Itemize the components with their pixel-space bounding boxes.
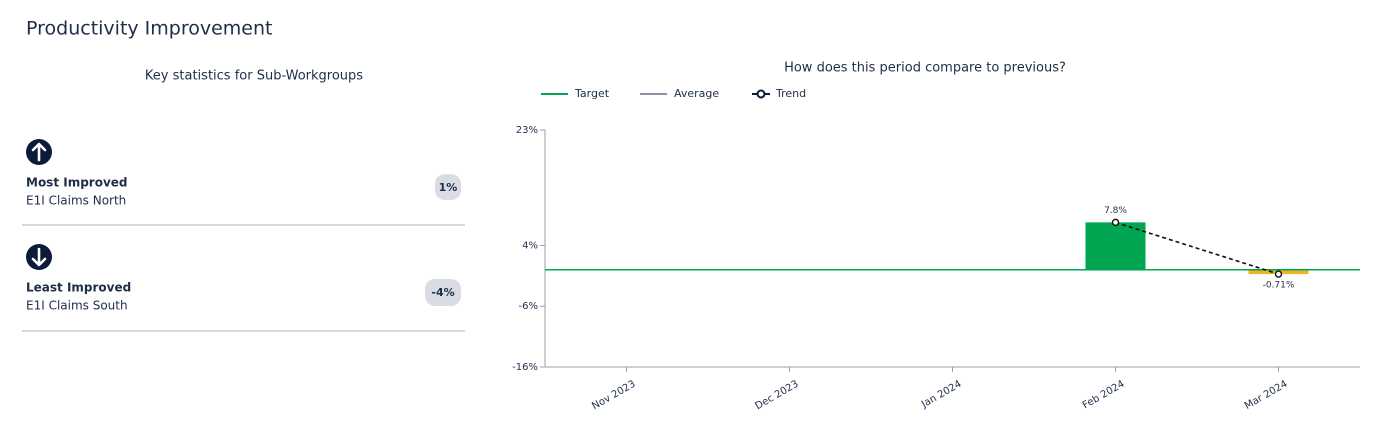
trend-point xyxy=(1274,270,1283,278)
x-tick-label: Dec 2023 xyxy=(753,379,800,413)
stat-badge xyxy=(435,174,461,200)
page-title: Productivity Improvement xyxy=(26,18,273,40)
stat-label: Most Improved xyxy=(26,176,128,190)
stat-value: 1% xyxy=(439,181,458,194)
legend-label: Average xyxy=(674,87,719,100)
y-tick-label: 4% xyxy=(522,240,538,251)
stat-name: E1I Claims South xyxy=(26,299,128,313)
y-tick-label: 23% xyxy=(516,125,538,136)
up-icon xyxy=(26,139,52,165)
stat-label: Least Improved xyxy=(26,281,131,295)
down-icon xyxy=(26,244,52,270)
stat-name: E1I Claims North xyxy=(26,194,126,208)
y-tick-label: -16% xyxy=(512,362,538,373)
stats-title: Key statistics for Sub-Workgroups xyxy=(145,69,363,84)
legend-marker xyxy=(756,89,766,99)
trend-point xyxy=(1111,218,1120,227)
bar xyxy=(1085,222,1146,270)
x-tick-label: Mar 2024 xyxy=(1243,379,1290,412)
stat-value: -4% xyxy=(431,286,454,299)
legend-label: Trend xyxy=(775,87,806,100)
y-tick-label: -6% xyxy=(519,301,538,312)
stat-badge xyxy=(425,279,461,306)
x-tick-label: Nov 2023 xyxy=(590,379,637,413)
chart-title: How does this period compare to previous… xyxy=(784,61,1066,76)
x-tick-label: Jan 2024 xyxy=(919,379,964,411)
legend-label: Target xyxy=(574,87,610,100)
trend-line xyxy=(1115,221,1279,275)
value-label: 7.8% xyxy=(1104,206,1127,216)
x-tick-label: Feb 2024 xyxy=(1081,379,1127,412)
value-label: -0.71% xyxy=(1263,281,1295,291)
